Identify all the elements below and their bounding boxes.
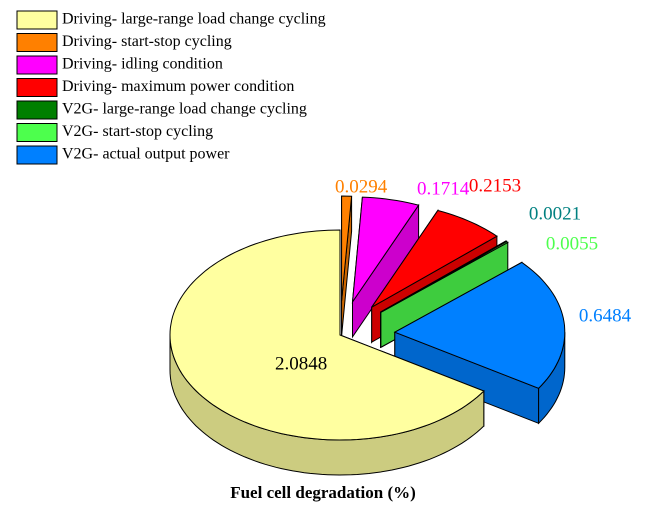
legend-swatch	[16, 10, 58, 30]
slice-top	[341, 195, 353, 302]
data-label: 0.1714	[417, 178, 470, 199]
legend-label: Driving- idling condition	[62, 56, 223, 73]
slice	[341, 195, 353, 337]
slice	[393, 261, 566, 425]
slice-top	[371, 209, 498, 308]
chart-title: Fuel cell degradation (%)	[230, 483, 416, 502]
slice	[169, 229, 485, 476]
data-label: 2.0848	[275, 353, 327, 374]
slice	[380, 240, 509, 349]
legend-label: V2G- large-range load change cycling	[62, 101, 307, 118]
data-label: 0.0021	[529, 203, 581, 224]
data-label: 0.0294	[335, 176, 388, 197]
legend-swatch	[16, 123, 58, 142]
data-label: 0.2153	[469, 175, 521, 196]
data-label: 0.6484	[579, 305, 632, 326]
legend-swatch	[16, 145, 58, 165]
legend-label: V2G- start-stop cycling	[62, 123, 213, 140]
legend-label: V2G- actual output power	[62, 146, 230, 163]
legend-label: Driving- large-range load change cycling	[62, 11, 326, 28]
slice	[351, 196, 420, 339]
legend-swatch	[16, 55, 58, 75]
legend-label: Driving- start-stop cycling	[62, 33, 232, 50]
slice-top	[351, 196, 420, 304]
legend-label: Driving- maximum power condition	[62, 78, 294, 95]
slice-top	[393, 261, 566, 389]
slice-top	[380, 241, 509, 313]
legend-swatch	[16, 100, 58, 120]
legend-swatch	[16, 33, 58, 52]
legend-swatch	[16, 78, 58, 97]
data-label: 0.0055	[546, 233, 598, 254]
slice-top	[169, 229, 485, 441]
